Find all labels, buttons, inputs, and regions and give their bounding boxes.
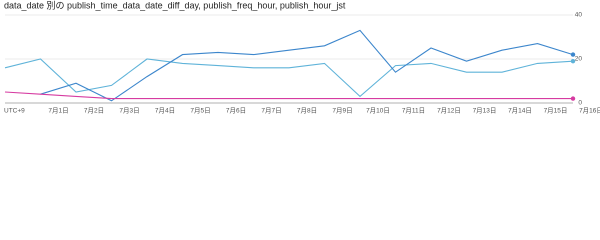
x-tick-label: 7月4日 <box>155 107 175 115</box>
end-point <box>570 52 576 57</box>
series-line <box>4 91 573 100</box>
timezone-label: UTC+9 <box>4 108 25 115</box>
series-line <box>40 29 574 102</box>
x-tick-label: 7月6日 <box>226 107 246 115</box>
y-tick-label: 40 <box>575 12 583 19</box>
x-tick-label: 7月15日 <box>544 107 568 115</box>
x-tick-label: 7月3日 <box>119 107 139 115</box>
chart-title: data_date 別の publish_time_data_date_diff… <box>4 0 346 10</box>
x-tick-label: 7月1日 <box>48 107 68 115</box>
series-line <box>4 58 574 98</box>
x-tick-label: 7月11日 <box>402 107 425 115</box>
x-tick-label: 7月10日 <box>366 107 390 115</box>
x-tick-label: 7月8日 <box>297 107 317 115</box>
x-tick-label: 7月2日 <box>84 107 104 115</box>
x-tick-label: 7月14日 <box>508 107 532 115</box>
end-point <box>570 96 576 101</box>
x-tick-label: 7月9日 <box>332 107 352 115</box>
chart: data_date 別の publish_time_data_date_diff… <box>4 0 600 115</box>
x-tick-label: 7月13日 <box>473 107 497 115</box>
end-point <box>570 59 576 64</box>
y-tick-label: 20 <box>575 56 583 63</box>
x-tick-label: 7月7日 <box>261 107 281 115</box>
x-tick-label: 7月16日 <box>579 107 600 115</box>
x-tick-label: 7月5日 <box>190 107 210 115</box>
x-tick-label: 7月12日 <box>437 107 461 115</box>
y-tick-label: 0 <box>578 100 582 107</box>
